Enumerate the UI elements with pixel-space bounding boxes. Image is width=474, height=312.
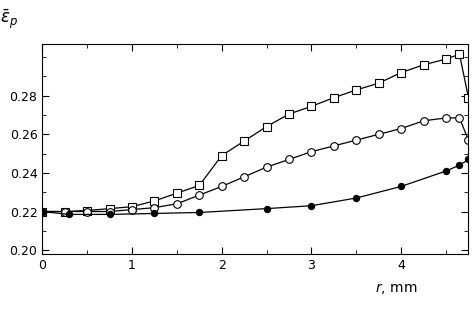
Text: $r$, mm: $r$, mm (374, 281, 417, 296)
Text: $\bar{\varepsilon}_p$: $\bar{\varepsilon}_p$ (0, 7, 18, 31)
